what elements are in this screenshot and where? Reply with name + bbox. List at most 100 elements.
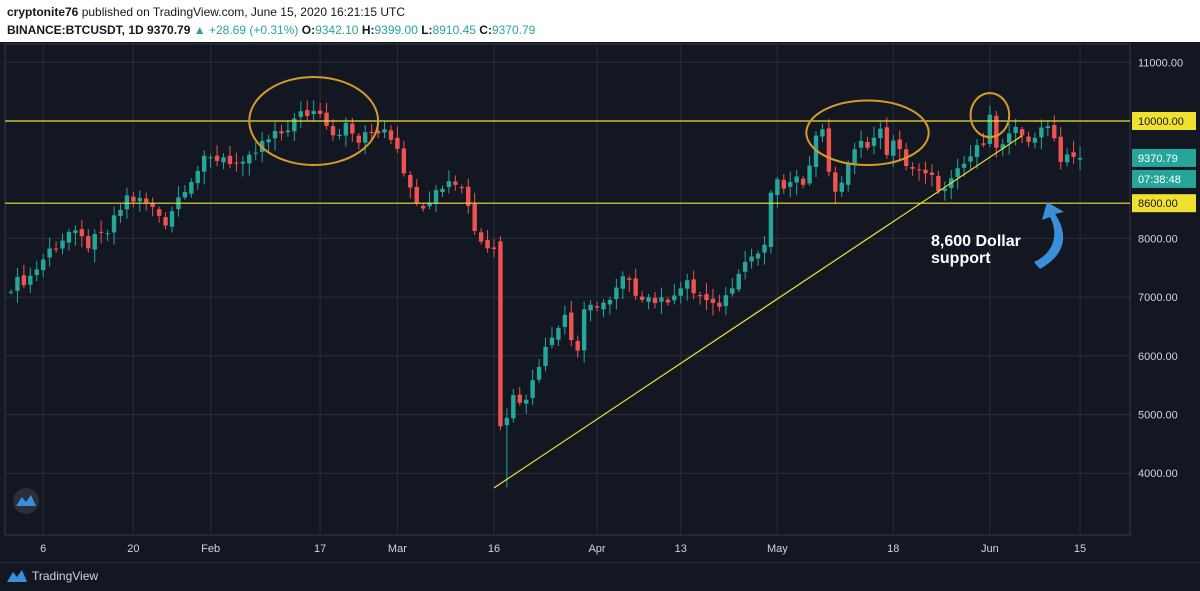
publisher-name[interactable]: cryptonite76 [7,5,79,19]
candle-body [955,168,960,178]
y-tick-label: 5000.00 [1138,410,1178,422]
candle-body [343,122,349,136]
candle-body [105,233,110,235]
candle-body [369,131,374,134]
curved-up-arrow-icon [1034,202,1064,269]
candle-body [717,302,722,307]
resistance-price-tag: 10000.00 [1138,116,1184,128]
candle-body [916,169,922,171]
x-tick-label: 18 [887,543,899,555]
candle-body [755,253,761,259]
candle-body [665,299,671,303]
highlight-circle[interactable] [969,92,1011,139]
candle-body [478,232,484,242]
candle-body [536,366,542,380]
x-tick-label: 13 [675,543,687,555]
candle-body [195,170,200,184]
publisher-line: cryptonite76 published on TradingView.co… [7,5,405,19]
candle-body [208,157,213,159]
candle-body [350,123,355,134]
x-tick-label: 20 [127,543,139,555]
candle-body [594,306,600,308]
candle-body [1000,144,1005,149]
tradingview-logo-icon [7,570,27,582]
candle-body [459,187,464,189]
candle-body [710,298,716,304]
candle-body [601,302,606,310]
annotation-line-2: support [931,250,991,267]
candle-body [994,115,999,148]
close-label: C: [479,23,492,37]
candle-body [936,175,941,191]
highlight-circle[interactable] [805,99,930,167]
candle-body [202,155,207,172]
candle-body [1019,129,1025,136]
candle-body [775,179,780,196]
candle-body [511,395,516,419]
candle-body [292,118,297,132]
candle-body [788,182,793,187]
candle-body [124,195,130,210]
candle-body [221,157,226,163]
candle-body [820,129,825,137]
candle-body [466,186,471,207]
countdown-tag-bg [1132,169,1196,188]
candle-body [214,155,220,161]
candle-body [285,130,291,133]
y-tick-label: 7000.00 [1138,292,1178,304]
candle-body [839,182,844,192]
candle-body [639,296,645,300]
candle-body [15,276,20,291]
candle-body [298,111,303,118]
countdown-tag: 07:38:48 [1138,174,1181,186]
candle-body [607,299,613,305]
candle-body [1032,137,1038,143]
chart-area[interactable]: 8,600 Dollar support 11000.00 8000.00 7000.… [0,42,1200,562]
candle-body [131,196,136,202]
x-tick-label: 16 [488,543,500,555]
highlight-circle[interactable] [248,75,380,167]
price-change: +28.69 (+0.31%) [208,23,299,37]
candle-body [427,202,432,207]
candle-body [524,399,529,404]
candle-body [156,209,162,216]
candle-body [472,203,477,231]
footer-brand[interactable]: TradingView [32,569,99,583]
candle-body [762,244,767,253]
candle-body [34,269,39,276]
candle-body [485,240,490,249]
candle-body [826,128,832,172]
candle-body [614,287,619,300]
candle-body [247,154,252,164]
x-tick-label: May [767,543,788,555]
x-tick-label: 17 [314,543,326,555]
symbol-label[interactable]: BINANCE:BTCUSDT, 1D [7,23,144,37]
y-tick-label: 8000.00 [1138,233,1178,245]
support-price-tag-bg [1132,194,1196,213]
y-tick-label: 6000.00 [1138,351,1178,363]
candle-body [111,215,117,233]
ascending-trendline[interactable] [493,135,1023,489]
candle-body [92,233,97,250]
candle-body [8,291,14,293]
candle-body [324,112,329,126]
candle-body [691,279,696,294]
up-triangle-icon: ▲ [193,23,206,37]
candle-body [1026,136,1031,142]
candle-body [807,165,812,184]
last-price: 9370.79 [147,23,191,37]
candle-body [723,295,729,307]
candle-body [897,139,902,150]
candle-body [79,229,85,237]
publish-info: published on TradingView.com, June 15, 2… [81,5,406,19]
candle-body [189,182,194,194]
candle-body [253,152,258,154]
candle-body [581,309,587,351]
candle-body [498,241,503,427]
candle-body [53,248,59,250]
candle-body [704,294,709,301]
candle-body [968,156,973,162]
candle-body [646,297,651,302]
candle-body [620,276,625,289]
